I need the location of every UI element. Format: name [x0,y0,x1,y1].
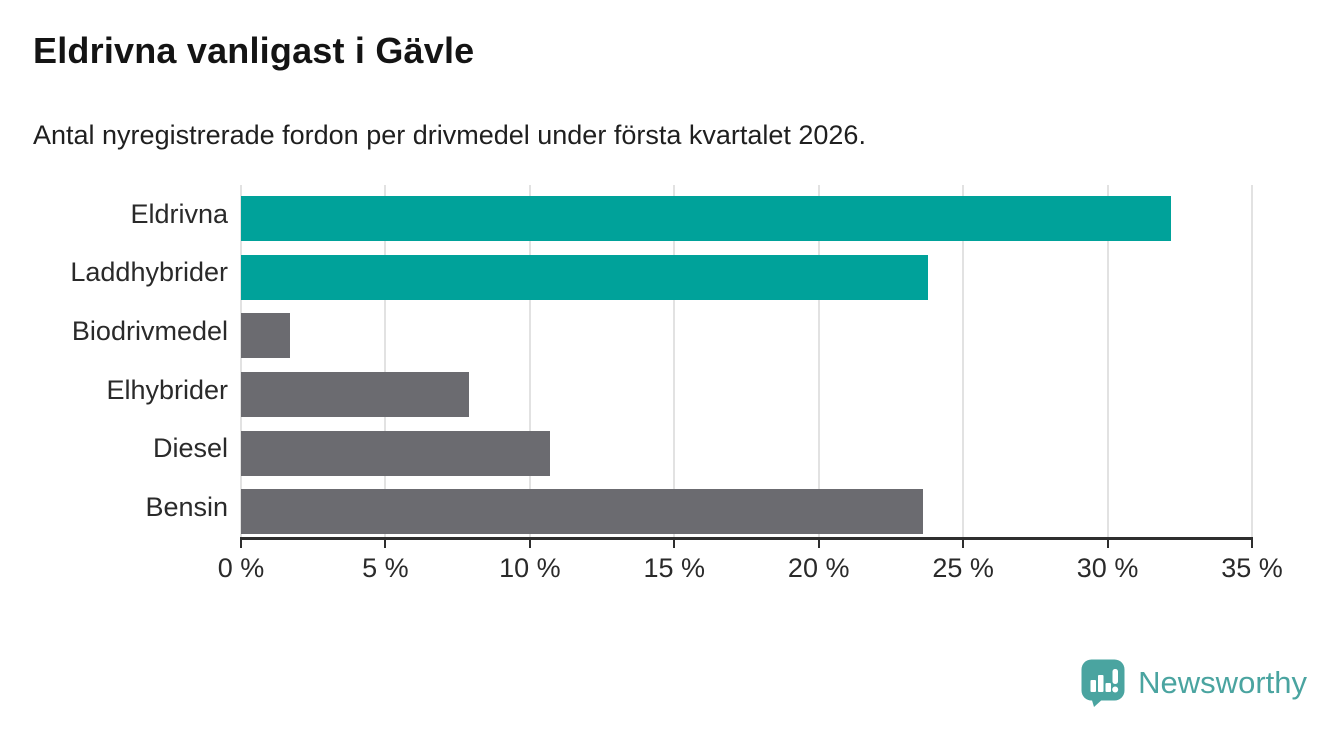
bar-bensin [241,489,923,535]
axis-tick [1251,537,1253,548]
category-label: Bensin [145,492,228,523]
x-tick-label: 35 % [1221,553,1283,583]
axis-tick [240,537,242,548]
bar-diesel [241,430,551,476]
bar-eldrivna [241,196,1172,241]
category-labels: Eldrivna Laddhybrider Biodrivmedel Elhybrid… [0,185,228,537]
brand-footer: Newsworthy [1081,659,1307,707]
bar-elhybrider [241,372,470,417]
gridline [384,185,387,537]
chart-title: Eldrivna vanligast i Gävle [33,30,475,71]
category-label: Elhybrider [106,374,228,405]
x-tick-label: 5 % [362,553,409,583]
x-axis-line [240,537,1253,540]
plot-area [240,185,1253,537]
gridline [240,185,242,537]
category-label: Eldrivna [130,198,228,229]
chart-subtitle: Antal nyregistrerade fordon per drivmede… [33,120,866,150]
x-tick-label: 30 % [1076,553,1139,583]
x-axis: 0 % 5 % 10 % 15 % 20 % 25 % 30 % 35 % [218,537,1283,597]
gridline [962,185,965,537]
x-tick-label: 15 % [643,553,706,583]
x-tick-label: 0 % [217,553,265,583]
newsworthy-logo-icon [1081,659,1125,707]
axis-tick [817,537,820,548]
x-tick-label: 20 % [787,553,850,583]
gridline [673,185,676,537]
category-label: Biodrivmedel [71,316,228,347]
brand-name: Newsworthy [1138,665,1307,700]
axis-tick [384,537,387,548]
axis-tick [962,537,965,548]
category-label: Diesel [152,433,228,464]
bar-laddhybrider [241,254,929,300]
axis-tick [1106,537,1109,548]
gridline [817,185,820,537]
gridline [528,185,531,537]
x-tick-label: 25 % [932,553,994,583]
axis-tick [528,537,531,548]
gridline [1106,185,1109,537]
gridline [1251,185,1253,537]
axis-tick [673,537,676,548]
category-label: Laddhybrider [70,257,228,288]
bar-biodrivmedel [241,313,291,359]
x-tick-label: 10 % [499,553,561,583]
